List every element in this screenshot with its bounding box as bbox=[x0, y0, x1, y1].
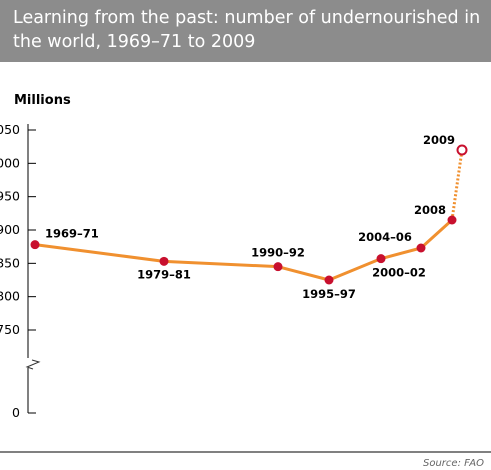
data-label: 2004–06 bbox=[358, 230, 412, 244]
y-tick-label: 1 050 bbox=[0, 122, 20, 137]
y-tick-label: 1 000 bbox=[0, 155, 20, 170]
data-labels: 1969–71 1979–81 1990–92 1995–97 2000–02 2004–… bbox=[45, 133, 455, 301]
chart-title: Learning from the past: number of undern… bbox=[0, 0, 491, 62]
data-point bbox=[456, 144, 468, 156]
y-tick-label: 750 bbox=[0, 322, 20, 337]
data-label: 2008 bbox=[414, 203, 446, 217]
data-point bbox=[273, 262, 283, 272]
y-axis-label: Millions bbox=[14, 93, 71, 108]
data-label: 2000–02 bbox=[372, 266, 426, 280]
data-label: 1995–97 bbox=[302, 287, 356, 301]
data-label: 1969–71 bbox=[45, 227, 99, 241]
y-tick-label: 900 bbox=[0, 222, 20, 237]
data-point bbox=[324, 275, 334, 285]
y-tick-label: 800 bbox=[0, 289, 20, 304]
data-point bbox=[159, 256, 169, 266]
line-chart: Millions 1 050 1 000 950 900 850 800 750 0 1969… bbox=[0, 93, 491, 469]
y-tick-label: 0 bbox=[12, 405, 20, 420]
data-label: 2009 bbox=[423, 133, 455, 147]
projected-line bbox=[450, 149, 464, 221]
data-label: 1979–81 bbox=[137, 267, 191, 281]
data-point bbox=[30, 240, 40, 250]
data-point bbox=[376, 254, 386, 264]
y-tick-label: 950 bbox=[0, 189, 20, 204]
axis-break-icon bbox=[25, 359, 41, 370]
data-point bbox=[447, 215, 457, 225]
data-point bbox=[416, 243, 426, 253]
y-tick-label: 850 bbox=[0, 255, 20, 270]
y-axis: 1 050 1 000 950 900 850 800 750 0 bbox=[0, 122, 36, 420]
source-note: Source: FAO bbox=[423, 458, 484, 469]
series-layer bbox=[30, 144, 468, 285]
data-label: 1990–92 bbox=[251, 246, 305, 260]
